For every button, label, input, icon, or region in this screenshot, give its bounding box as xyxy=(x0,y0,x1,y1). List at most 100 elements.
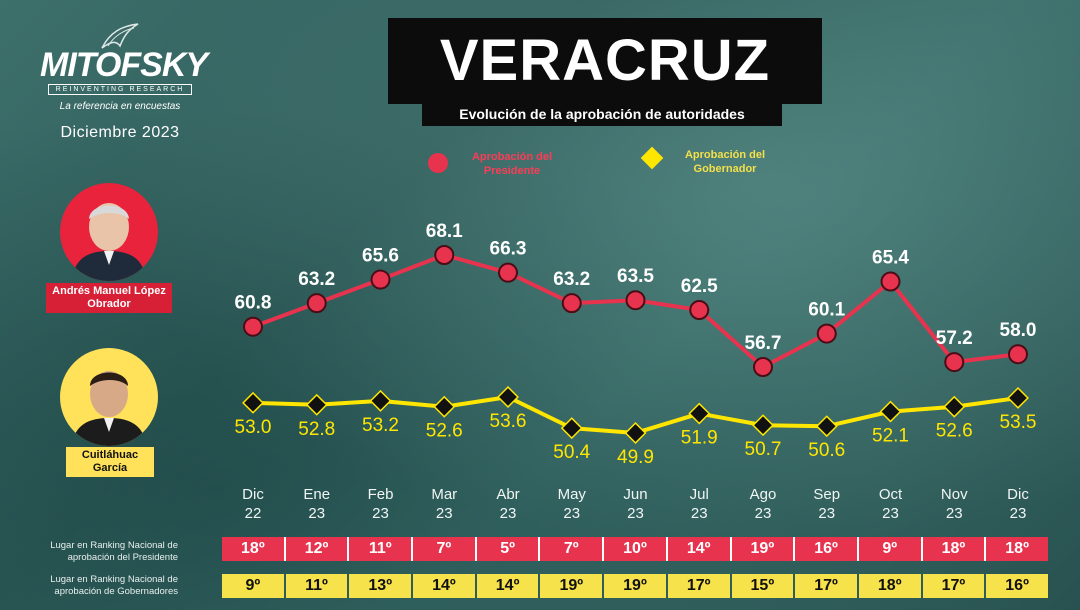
ranking-president-row: 18º 12º 11º 7º 5º 7º 10º 14º 19º 16º 9º 18º 18º xyxy=(222,537,1048,561)
ranking-governor-cell: 19º xyxy=(604,574,668,598)
president-point xyxy=(625,290,646,311)
x-tick-year: 23 xyxy=(818,505,835,522)
president-point xyxy=(689,300,710,321)
ranking-governor-cell: 17º xyxy=(668,574,732,598)
president-point xyxy=(944,352,965,373)
governor-point xyxy=(752,414,774,437)
president-data-label: 63.2 xyxy=(298,269,335,290)
president-data-label: 63.5 xyxy=(617,266,654,287)
x-tick-year: 23 xyxy=(436,505,453,522)
ranking-president-cell: 19º xyxy=(732,537,796,561)
x-tick-month: Dic xyxy=(242,486,264,503)
president-data-label: 66.3 xyxy=(490,239,527,260)
governor-point xyxy=(497,386,519,408)
brand-tagline: REINVENTING RESEARCH xyxy=(48,84,192,95)
president-data-label: 63.2 xyxy=(553,269,590,290)
governor-point xyxy=(624,422,647,444)
president-data-label: 57.2 xyxy=(936,328,973,349)
ranking-governor-cell: 14º xyxy=(413,574,477,598)
governor-data-label: 53.6 xyxy=(490,411,527,432)
ranking-president-cell: 18º xyxy=(222,537,286,561)
governor-data-label: 50.7 xyxy=(745,439,782,460)
x-tick-month: Abr xyxy=(496,486,519,503)
governor-data-label: 52.6 xyxy=(936,421,973,442)
governor-point xyxy=(688,402,711,425)
ranking-president-cell: 9º xyxy=(859,537,923,561)
x-tick-year: 22 xyxy=(245,505,262,522)
governor-point xyxy=(433,395,456,418)
ranking-governor-cell: 18º xyxy=(859,574,923,598)
governor-point xyxy=(242,391,264,414)
governor-point xyxy=(943,395,966,418)
x-tick-month: Ago xyxy=(750,486,777,503)
approval-line-chart: 60.8 63.2 65.6 68.1 66.3 63.2 63.5 62.5 56.7 60.1… xyxy=(234,239,1037,522)
ranking-president-cell: 12º xyxy=(286,537,350,561)
president-point xyxy=(243,316,263,337)
x-tick-year: 23 xyxy=(691,505,708,522)
governor-data-label: 51.9 xyxy=(681,428,718,449)
governor-data-label: 53.5 xyxy=(1000,412,1037,433)
x-tick-year: 23 xyxy=(500,505,517,522)
governor-point xyxy=(1007,387,1029,409)
governor-data-label: 52.1 xyxy=(872,426,909,447)
chart-subtitle: Evolución de la aprobación de autoridade… xyxy=(422,102,782,126)
governor-portrait xyxy=(60,348,158,446)
president-avatar-icon xyxy=(72,203,146,281)
ranking-president-cell: 10º xyxy=(604,537,668,561)
president-name: Andrés Manuel López Obrador xyxy=(46,283,172,313)
x-tick-year: 23 xyxy=(627,505,644,522)
x-tick-month: Mar xyxy=(431,486,457,503)
president-point xyxy=(816,323,837,344)
x-tick-month: Ene xyxy=(303,486,330,503)
ranking-president-cell: 7º xyxy=(540,537,605,561)
title-box: VERACRUZ xyxy=(388,18,822,104)
x-tick-month: Feb xyxy=(368,486,394,503)
president-point xyxy=(498,262,518,283)
x-tick-month: Jun xyxy=(623,486,647,503)
ranking-governor-row: 9º 11º 13º 14º 14º 19º 19º 17º 15º 17º 18º 17º 16º xyxy=(222,574,1048,598)
ranking-governor-label: Lugar en Ranking Nacional de aprobación … xyxy=(50,574,178,597)
governor-data-label: 53.0 xyxy=(235,417,272,438)
ranking-governor-cell: 13º xyxy=(349,574,414,598)
ranking-president-label: Lugar en Ranking Nacional de aprobación … xyxy=(50,540,178,563)
x-tick-year: 23 xyxy=(882,505,899,522)
ranking-president-cell: 14º xyxy=(668,537,732,561)
governor-data-label: 50.6 xyxy=(808,440,845,461)
governor-data-label: 49.9 xyxy=(617,447,654,468)
governor-point xyxy=(879,400,902,423)
ranking-president-cell: 7º xyxy=(413,537,477,561)
ranking-governor-cell: 15º xyxy=(732,574,796,598)
legend-president-marker-icon xyxy=(428,153,448,173)
ranking-governor-cell: 17º xyxy=(795,574,859,598)
x-tick-year: 23 xyxy=(308,505,325,522)
president-data-label: 58.0 xyxy=(1000,320,1037,341)
governor-data-label: 52.6 xyxy=(426,421,463,442)
governor-point xyxy=(369,389,392,412)
president-data-label: 65.4 xyxy=(872,248,909,269)
president-point xyxy=(880,271,901,292)
governor-name: Cuitláhuac García xyxy=(66,447,154,477)
legend-governor: Aprobación del Gobernador xyxy=(684,149,766,175)
x-tick-month: Jul xyxy=(690,486,709,503)
x-tick-month: Oct xyxy=(879,486,903,503)
governor-point xyxy=(305,393,328,416)
president-portrait xyxy=(60,183,158,281)
ranking-governor-cell: 16º xyxy=(1005,577,1029,594)
governor-data-label: 52.8 xyxy=(298,419,335,440)
governor-point xyxy=(815,415,838,438)
president-point xyxy=(306,293,327,314)
x-tick-year: 23 xyxy=(946,505,963,522)
ranking-governor-cell: 14º xyxy=(477,574,541,598)
bird-logo-icon xyxy=(101,23,139,49)
president-point xyxy=(434,245,455,265)
president-point xyxy=(370,269,391,290)
ranking-president-cell: 18º xyxy=(923,537,987,561)
president-point xyxy=(1008,344,1028,365)
president-data-label: 65.6 xyxy=(362,246,399,267)
x-tick-year: 23 xyxy=(755,505,772,522)
x-tick-month: Dic xyxy=(1007,486,1029,503)
governor-data-label: 53.2 xyxy=(362,415,399,436)
president-data-label: 62.5 xyxy=(681,276,718,297)
x-tick-year: 23 xyxy=(563,505,580,522)
report-date: Diciembre 2023 xyxy=(60,124,180,141)
